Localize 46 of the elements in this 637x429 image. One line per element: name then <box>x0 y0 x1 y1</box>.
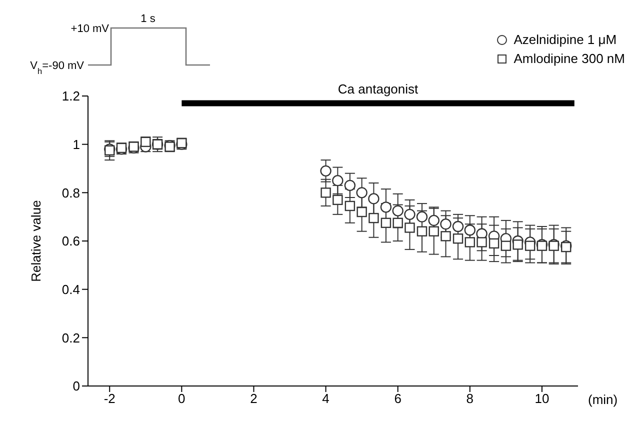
point <box>404 208 416 220</box>
point <box>380 218 392 228</box>
point <box>356 187 368 198</box>
point <box>452 220 464 232</box>
point <box>464 237 476 248</box>
y-tick-label: 1.2 <box>62 88 80 104</box>
y-tick-label: 0.4 <box>62 282 80 297</box>
point <box>320 165 332 177</box>
point <box>320 188 331 198</box>
x-tick-label: 4 <box>322 391 330 406</box>
point <box>500 240 512 251</box>
point <box>440 218 452 230</box>
point <box>416 211 428 222</box>
y-tick-label: 0.6 <box>62 234 80 249</box>
x-tick-label: 0 <box>178 391 186 406</box>
annotation: Ca antagonist <box>338 81 419 96</box>
x-tick-label: 2 <box>250 391 258 406</box>
point <box>344 180 356 192</box>
point <box>488 238 500 249</box>
point <box>368 212 379 224</box>
text: 1 s <box>140 13 156 25</box>
x-axis-title: (min) <box>588 392 618 407</box>
legend-label: Azelnidipine 1 μM <box>514 31 617 49</box>
x-tick-label: -2 <box>104 391 116 406</box>
point <box>524 240 536 251</box>
y-tick-label: 0 <box>72 378 80 394</box>
x-tick-label: 8 <box>466 391 474 406</box>
point <box>416 226 428 236</box>
point <box>428 214 440 226</box>
y-tick-label: 0.2 <box>62 330 80 346</box>
point <box>356 206 367 218</box>
point <box>332 174 344 186</box>
point <box>368 193 380 204</box>
point <box>332 194 343 206</box>
legend-label: Amlodipine 300 nM <box>514 50 625 68</box>
x-tick-label: 6 <box>394 391 402 406</box>
y-tick-label: 1 <box>72 136 80 152</box>
text: V$_{h}$=-90 mV <box>30 60 85 76</box>
y-tick-label: 0.8 <box>62 185 80 200</box>
point <box>344 200 356 212</box>
point <box>512 240 523 250</box>
text: +10 mV <box>70 23 110 35</box>
y-axis-title: Relative value <box>28 200 44 282</box>
point <box>476 237 487 248</box>
point <box>428 226 439 236</box>
x-tick-label: 10 <box>534 391 550 406</box>
